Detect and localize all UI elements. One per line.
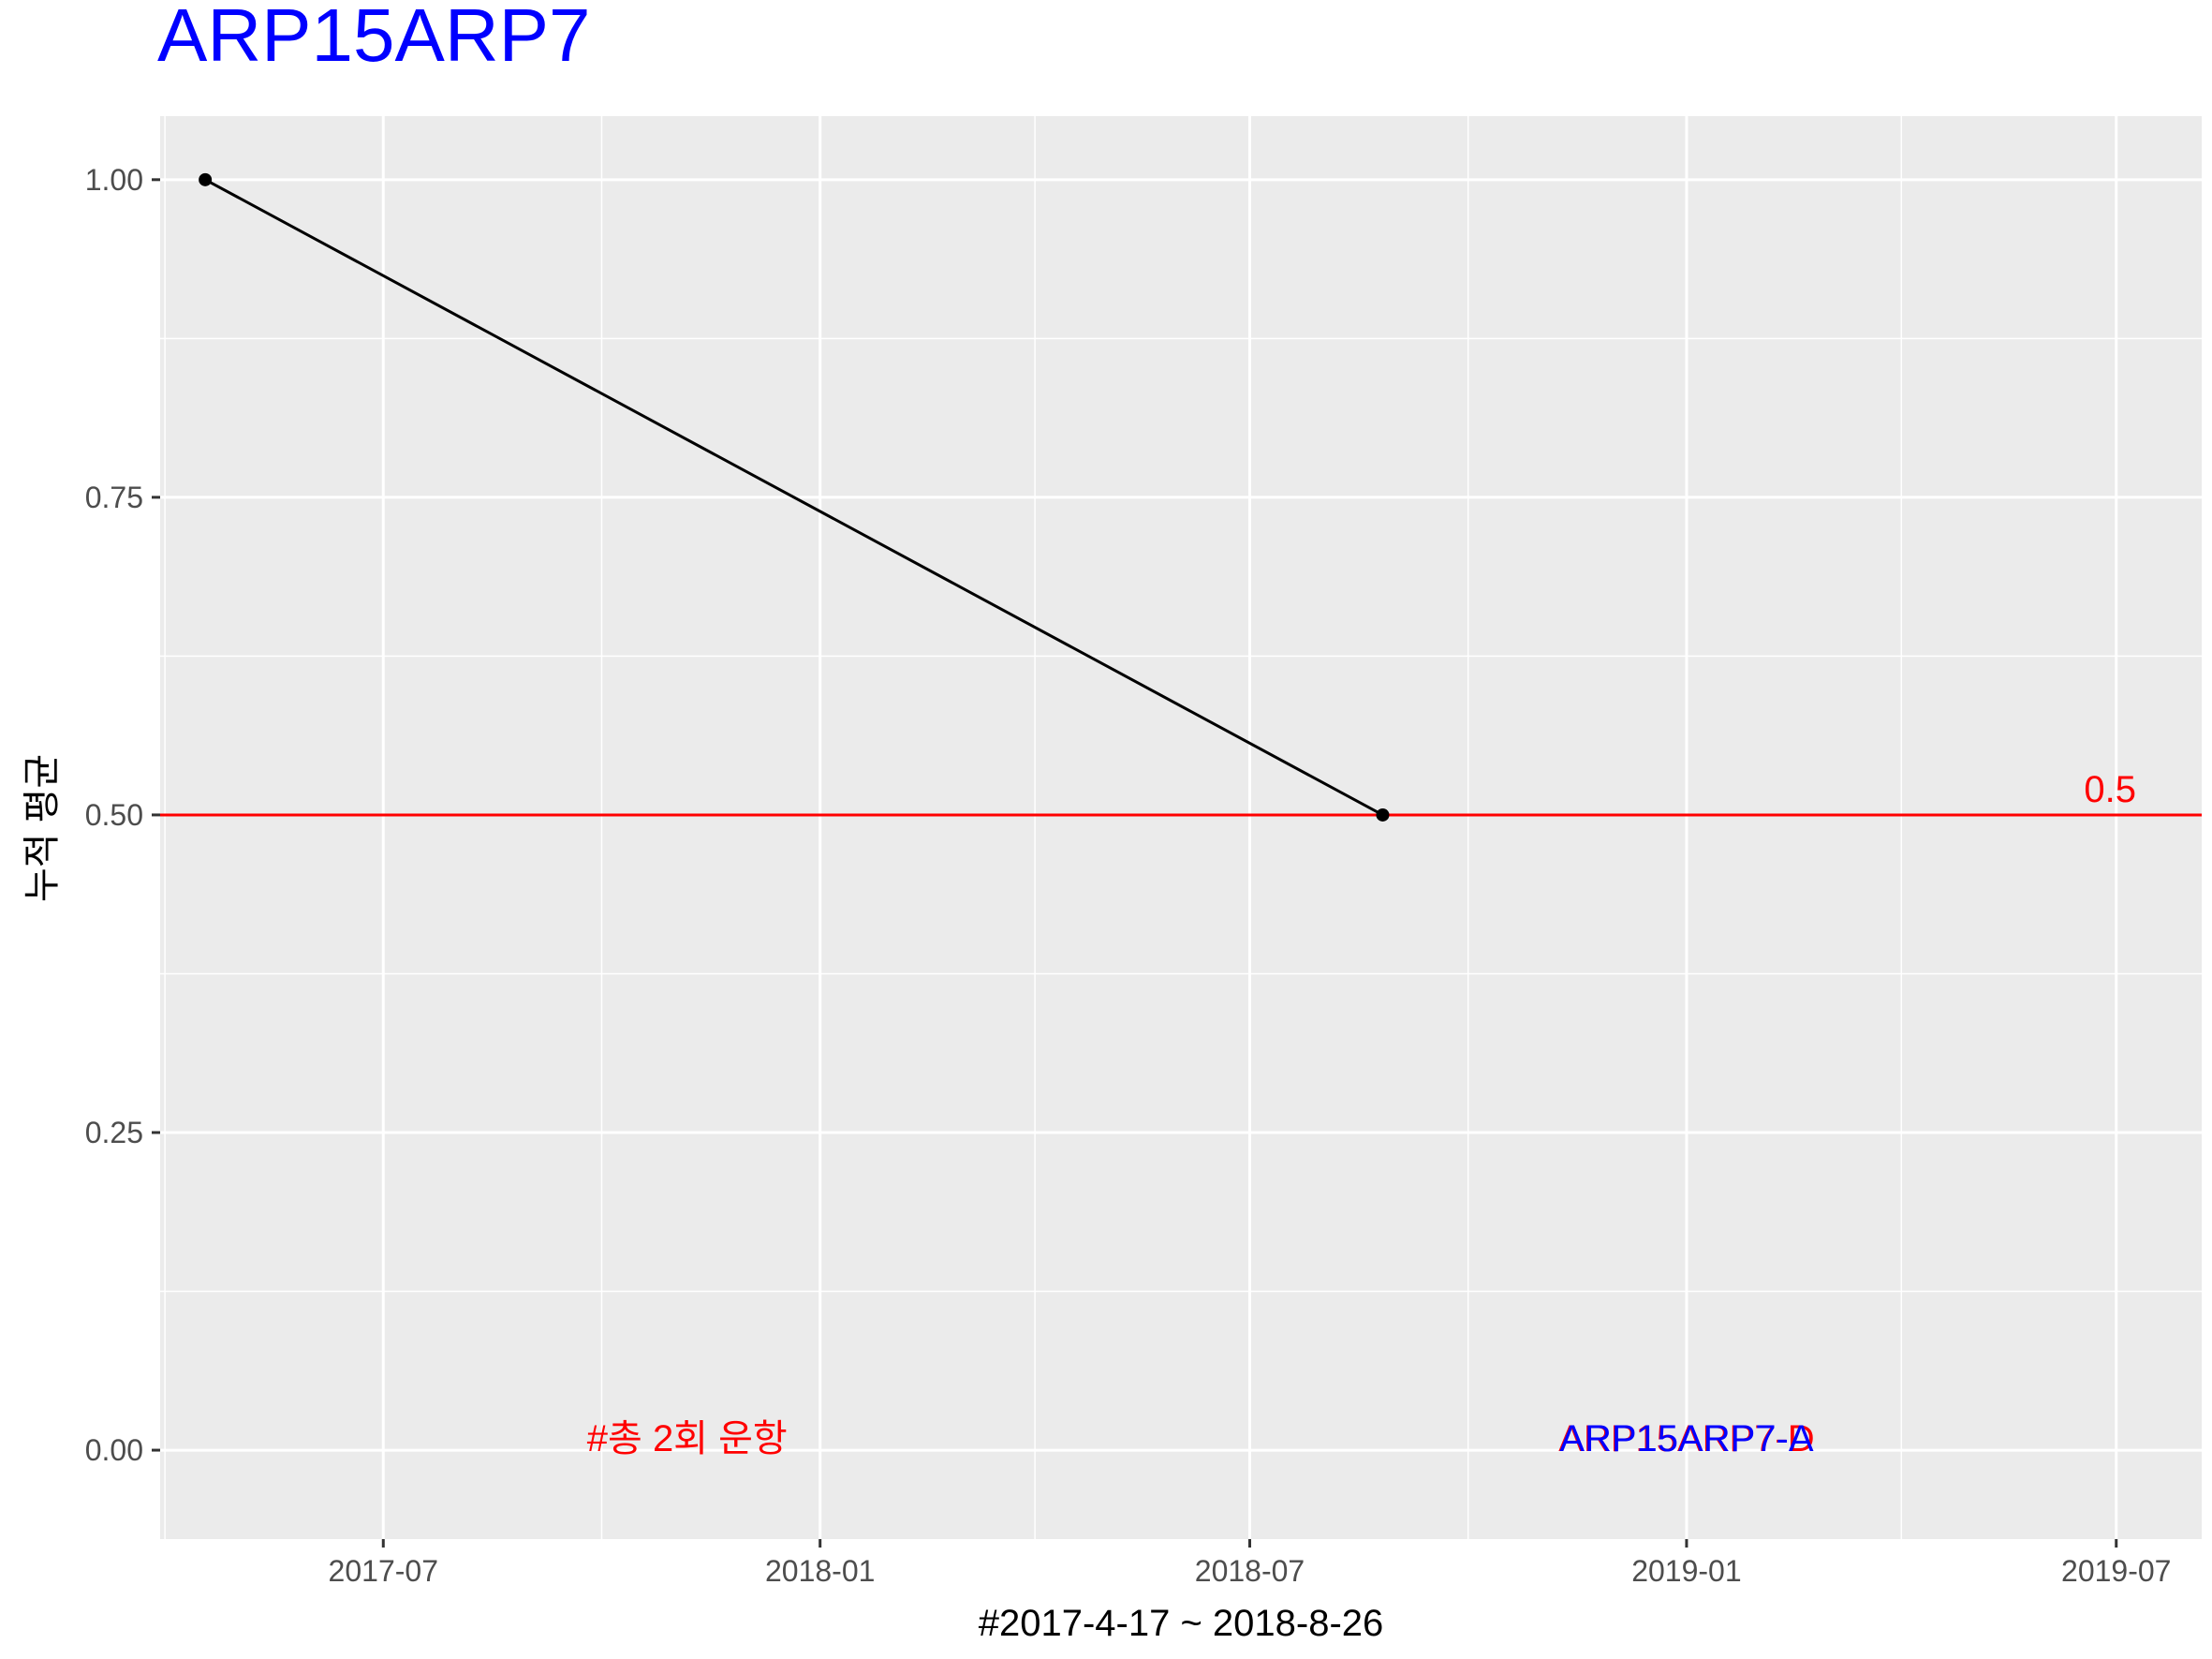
y-tick-label: 0.50 [85,798,143,832]
y-tick-label: 1.00 [85,163,143,197]
y-tick-label: 0.25 [85,1116,143,1149]
y-axis: 0.00 0.25 0.50 0.75 1.00 [85,163,160,1467]
series-layer [199,172,1390,822]
x-tick-label: 2019-01 [1631,1554,1741,1588]
x-tick-label: 2018-07 [1195,1554,1305,1588]
annotation-label: ARP15ARP7-D [1558,1418,1814,1459]
x-tick-label: 2018-01 [765,1554,875,1588]
series-line [204,178,1384,817]
plot-panel [160,116,2202,1539]
x-axis: 2017-07 2018-01 2018-07 2019-01 2019-07 [329,1539,2171,1588]
y-tick-label: 0.75 [85,481,143,514]
reference-line-layer: 0.5 [160,769,2202,817]
data-point [199,172,213,186]
x-tick-label: 2019-07 [2061,1554,2171,1588]
reference-line-label: 0.5 [2084,769,2136,810]
annotation-label: ARP15ARP7-A [1559,1418,1814,1459]
data-point [1376,807,1390,822]
x-axis-title: #2017-4-17 ~ 2018-8-26 [979,1603,1384,1644]
x-tick-label: 2017-07 [329,1554,438,1588]
y-tick-label: 0.00 [85,1433,143,1467]
y-axis-title: 누적 평균 [22,754,63,902]
chart-title: ARP15ARP7 [157,0,590,77]
annotation-label: #총 2회 운항 [587,1418,788,1459]
